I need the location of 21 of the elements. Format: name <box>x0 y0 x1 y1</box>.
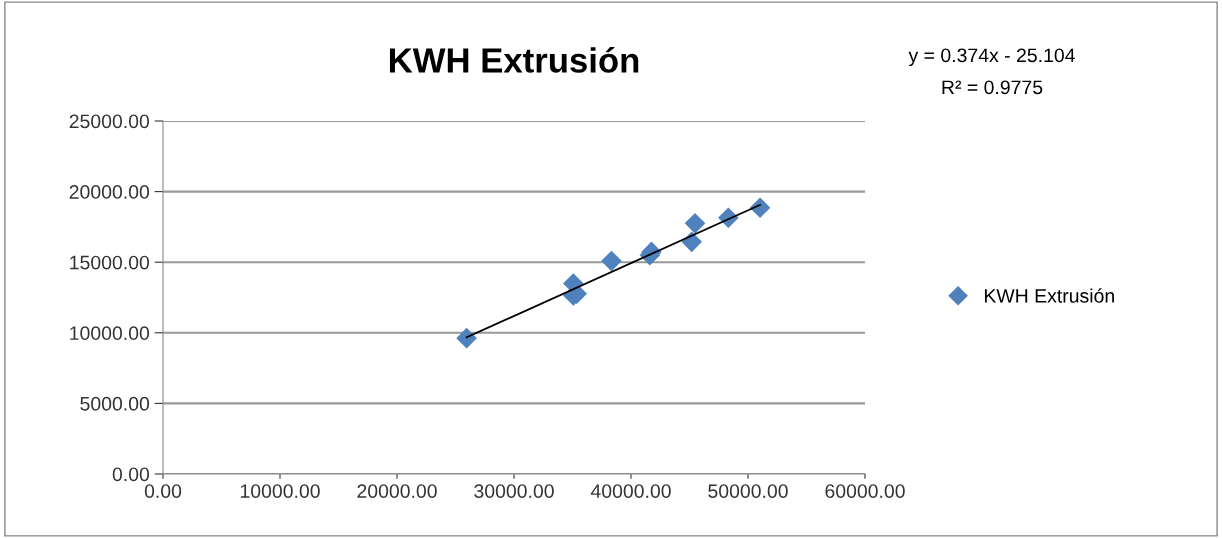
x-tick-label: 0.00 <box>144 484 182 498</box>
legend-label: KWH Extrusión <box>984 288 1114 303</box>
x-tick-label: 60000.00 <box>825 484 905 498</box>
y-tick-label: 15000.00 <box>70 255 150 270</box>
y-tick-label: 20000.00 <box>69 185 150 199</box>
point <box>684 213 706 234</box>
y-tick-label: 5000.00 <box>80 396 150 411</box>
point <box>601 250 622 272</box>
x-tick-label: 30000.00 <box>474 484 554 498</box>
x-tick-label: 20000.00 <box>357 484 437 498</box>
text: R² = 0.9775 <box>942 80 1043 95</box>
y-tick-label: 10000.00 <box>70 326 150 341</box>
point <box>456 327 477 349</box>
chart-title: KWH Extrusión <box>389 46 639 73</box>
point <box>749 197 771 218</box>
y-tick-label: 0.00 <box>112 467 150 482</box>
text: y = 0.374x - 25.104 <box>908 48 1075 67</box>
x-tick-label: 10000.00 <box>240 484 320 498</box>
x-tick-label: 50000.00 <box>708 484 788 498</box>
x-tick-label: 40000.00 <box>590 484 671 498</box>
y-tick-label: 25000.00 <box>69 114 150 129</box>
